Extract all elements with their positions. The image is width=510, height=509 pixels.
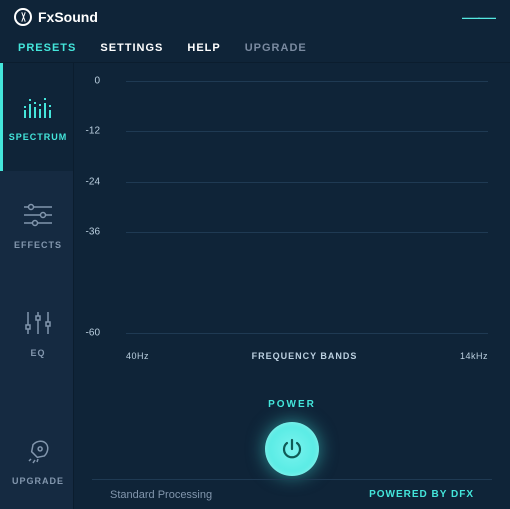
status-text: Standard Processing [110, 489, 212, 501]
x-axis-title: FREQUENCY BANDS [149, 351, 460, 361]
gridline [126, 182, 488, 183]
sidebar-label-spectrum: SPECTRUM [9, 132, 68, 142]
powered-by: POWERED BY DFX [369, 489, 474, 500]
sidebar-item-effects[interactable]: EFFECTS [0, 171, 73, 279]
footer: Standard Processing POWERED BY DFX [92, 479, 492, 509]
spectrum-icon [21, 92, 55, 122]
menu-presets[interactable]: PRESETS [18, 42, 76, 54]
app-window: FxSound —— PRESETS SETTINGS HELP UPGRADE [0, 0, 510, 509]
sliders-icon [21, 200, 55, 230]
power-block: POWER [92, 399, 492, 476]
spectrum-chart: 0-12-24-36-60 [106, 73, 488, 341]
sidebar-item-eq[interactable]: EQ [0, 279, 73, 387]
main-panel: 0-12-24-36-60 40Hz FREQUENCY BANDS 14kHz… [74, 63, 510, 509]
gridline [126, 333, 488, 334]
gridline [126, 81, 488, 82]
menu-settings[interactable]: SETTINGS [100, 42, 163, 54]
minimize-button[interactable]: —— [456, 8, 500, 26]
app-name: FxSound [38, 9, 98, 25]
gridline [126, 131, 488, 132]
sidebar: SPECTRUM EFFECTS [0, 63, 74, 509]
y-tick-label: -60 [86, 328, 100, 339]
rocket-icon [21, 436, 55, 466]
menu-upgrade[interactable]: UPGRADE [245, 42, 307, 54]
sidebar-label-eq: EQ [30, 348, 45, 358]
logo-icon [14, 8, 32, 26]
x-min-label: 40Hz [126, 351, 149, 361]
power-icon [279, 436, 305, 462]
titlebar: FxSound —— [0, 0, 510, 34]
menubar: PRESETS SETTINGS HELP UPGRADE [0, 34, 510, 62]
sidebar-label-upgrade: UPGRADE [12, 476, 64, 486]
power-button[interactable] [265, 422, 319, 476]
x-axis: 40Hz FREQUENCY BANDS 14kHz [126, 351, 488, 361]
menu-help[interactable]: HELP [187, 42, 220, 54]
power-label: POWER [268, 399, 316, 410]
x-max-label: 14kHz [460, 351, 488, 361]
sidebar-label-effects: EFFECTS [14, 240, 62, 250]
y-tick-label: 0 [94, 76, 100, 87]
y-tick-label: -36 [86, 227, 100, 238]
y-tick-label: -24 [86, 176, 100, 187]
sidebar-item-upgrade[interactable]: UPGRADE [0, 413, 73, 509]
eq-icon [21, 308, 55, 338]
app-logo: FxSound [14, 8, 98, 26]
gridline [126, 232, 488, 233]
body: SPECTRUM EFFECTS [0, 62, 510, 509]
sidebar-item-spectrum[interactable]: SPECTRUM [0, 63, 73, 171]
y-tick-label: -12 [86, 126, 100, 137]
